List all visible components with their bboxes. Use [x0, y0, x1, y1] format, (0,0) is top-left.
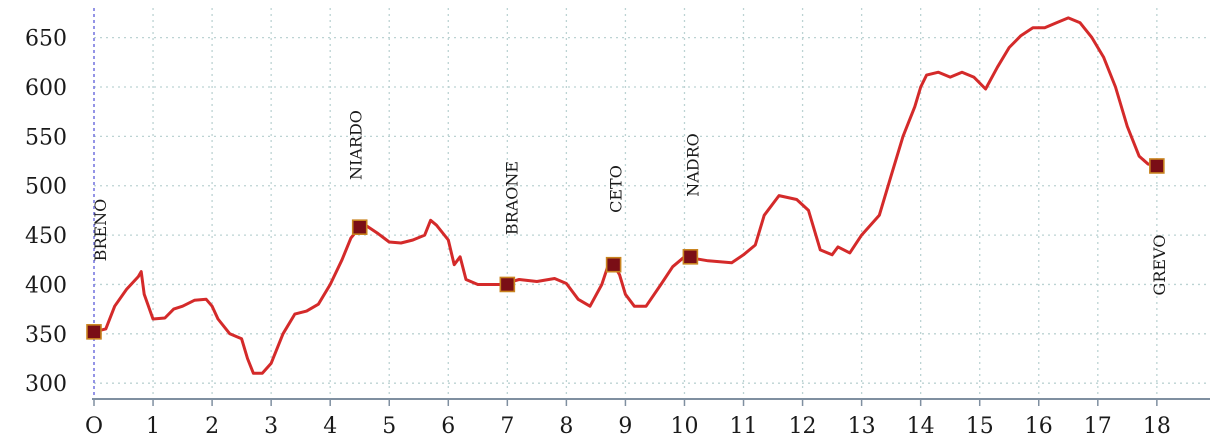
town-marker-4	[682, 249, 699, 265]
town-marker-0	[86, 324, 102, 340]
x-tick-labels: O 1 2 3 4 5 6 7 8 9 10 11 12 13 14 15 16 17 18	[85, 414, 1171, 439]
town-label-0: BRENO	[91, 199, 110, 262]
town-marker-3	[605, 256, 622, 273]
x-tick-label-9: 9	[618, 414, 632, 439]
x-tick-label-7: 7	[500, 414, 514, 439]
town-marker-5	[1149, 158, 1165, 174]
town-label-2: BRAONE	[502, 161, 521, 235]
axes	[92, 8, 1210, 406]
x-tick-label-5: 5	[382, 414, 396, 439]
x-tick-label-12: 12	[789, 414, 817, 439]
x-tick-label-6: 6	[441, 414, 455, 439]
x-tick-label-10: 10	[670, 414, 698, 439]
town-label-5: GREVO	[1150, 235, 1169, 296]
town-marker-2	[499, 276, 516, 293]
x-tick-label-2: 2	[205, 414, 219, 439]
y-tick-label-7: 650	[25, 27, 67, 52]
town-label-1: NIARDO	[347, 110, 366, 180]
town-marker-1	[351, 219, 368, 235]
x-tick-label-3: 3	[264, 414, 278, 439]
y-tick-label-6: 600	[25, 76, 67, 101]
town-markers	[86, 158, 1165, 340]
x-tick-label-17: 17	[1084, 414, 1112, 439]
x-tick-label-15: 15	[966, 414, 994, 439]
y-tick-labels: 300 350 400 450 500 550 600 650	[25, 27, 67, 398]
x-tick-label-1: 1	[146, 414, 160, 439]
town-label-3: CETO	[607, 165, 626, 213]
y-tick-label-1: 350	[25, 323, 67, 348]
x-tick-label-14: 14	[907, 414, 935, 439]
town-label-4: NADRO	[683, 133, 702, 197]
x-tick-label-13: 13	[848, 414, 876, 439]
x-tick-label-8: 8	[559, 414, 573, 439]
y-tick-label-2: 400	[25, 273, 67, 298]
elevation-line	[93, 16, 1158, 375]
gridlines	[94, 8, 1210, 398]
x-tick-label-4: 4	[323, 414, 337, 439]
y-tick-label-4: 500	[25, 175, 67, 200]
x-tick-label-0: O	[85, 414, 103, 439]
y-tick-label-3: 450	[25, 224, 67, 249]
x-tick-label-18: 18	[1143, 414, 1171, 439]
town-labels: BRENO NIARDO BRAONE CETO NADRO GREVO	[91, 110, 1169, 295]
x-tick-label-16: 16	[1025, 414, 1053, 439]
x-tick-label-11: 11	[730, 414, 758, 439]
y-tick-label-0: 300	[25, 372, 67, 397]
y-tick-label-5: 550	[25, 125, 67, 150]
